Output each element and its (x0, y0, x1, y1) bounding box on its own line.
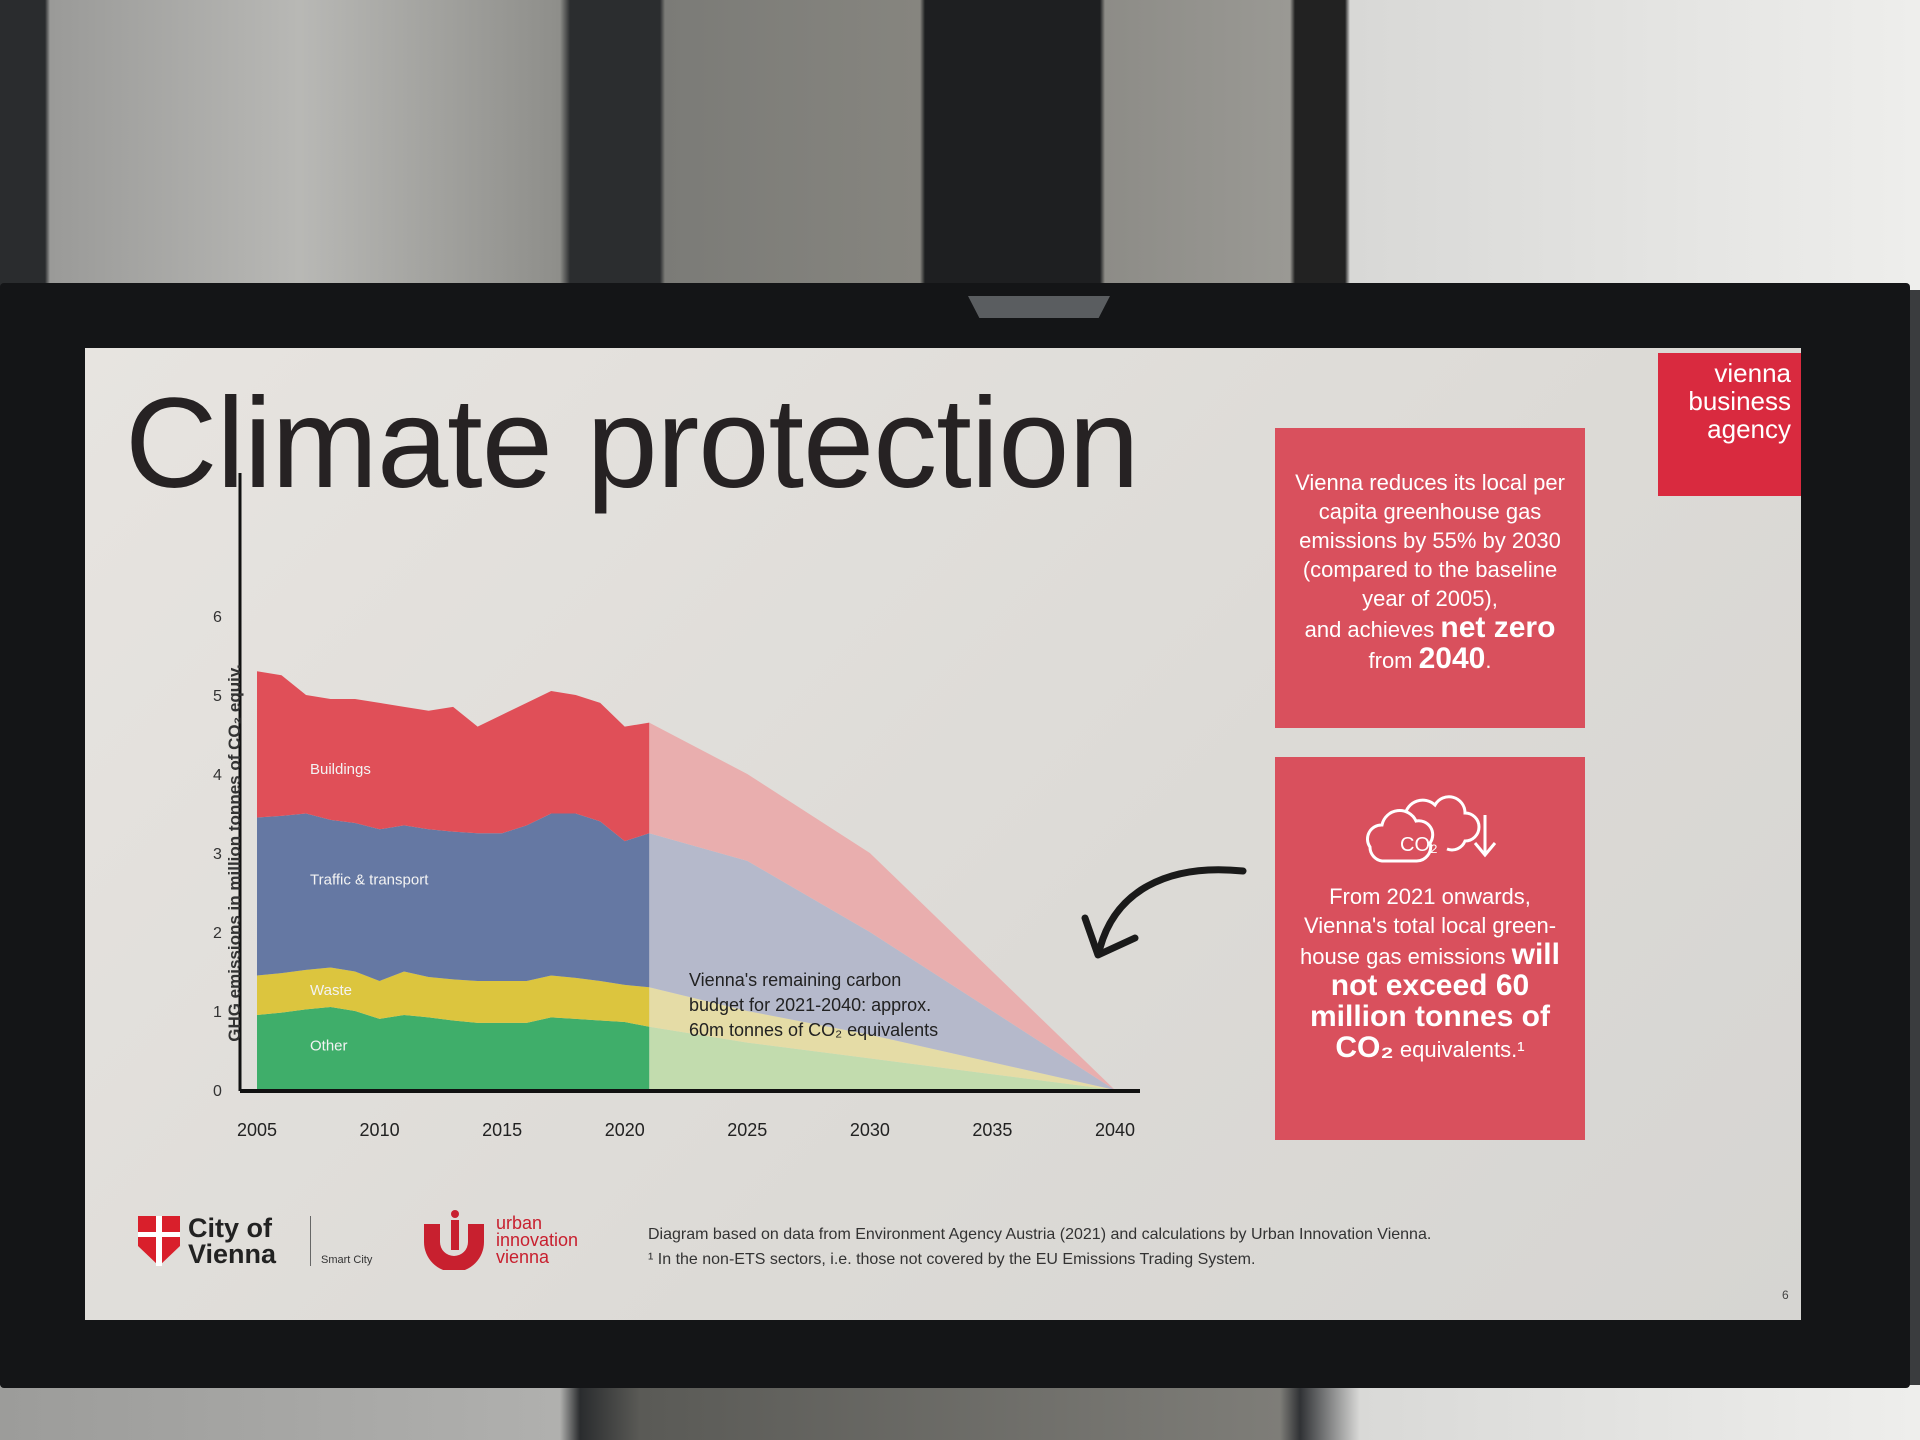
uiv-logo-text: urban innovation vienna (496, 1212, 579, 1267)
historical-area-waste (257, 967, 650, 1027)
logo-line: agency (1707, 414, 1791, 444)
target-box: Vienna reduces its local per capita gree… (1275, 428, 1585, 728)
x-tick-label: 2005 (237, 1120, 277, 1140)
annotation: Vienna's remaining carbon budget for 2021… (689, 970, 938, 1040)
projection-area-waste (649, 987, 1115, 1090)
box-bold: will not exceed 60 million tonnes of CO₂ (1310, 938, 1560, 1064)
y-tick-label: 5 (213, 688, 222, 705)
series-label: Buildings (310, 761, 371, 778)
box-text: and achieves (1304, 617, 1435, 642)
vienna-shield-icon (138, 1216, 180, 1266)
series-label: Other (310, 1038, 348, 1055)
urban-innovation-vienna-logo: urban innovation vienna (420, 1210, 578, 1270)
slide-title: Climate protection (125, 372, 1140, 515)
uiv-logo-icon (424, 1210, 484, 1270)
x-tick-label: 2010 (360, 1120, 400, 1140)
series-label: Traffic & transport (310, 872, 429, 889)
box-text: equivalents.¹ (1399, 1037, 1525, 1062)
slide: Climate protection vienna business agenc… (85, 348, 1801, 1320)
arrow-icon (1096, 866, 1247, 952)
uiv-line: urban (496, 1212, 543, 1233)
logo-line: business (1688, 386, 1791, 416)
projection-area-traffic-transport (649, 833, 1115, 1090)
x-tick-label: 2035 (972, 1120, 1012, 1140)
historical-area-buildings (257, 671, 650, 842)
camera-icon (968, 296, 1110, 318)
y-tick-label: 1 (213, 1004, 222, 1021)
x-tick-label: 2040 (1095, 1120, 1135, 1140)
budget-box: CO₂ From 2021 onwards, Vienna's total lo… (1275, 757, 1585, 1140)
uiv-line: vienna (496, 1246, 550, 1267)
historical-area-other (257, 1007, 650, 1090)
x-tick-label: 2020 (605, 1120, 645, 1140)
x-tick-label: 2030 (850, 1120, 890, 1140)
box-text: from (1368, 648, 1413, 673)
y-tick-label: 0 (213, 1083, 222, 1100)
arrow-head-icon (1081, 914, 1139, 959)
uiv-line: innovation (496, 1229, 579, 1250)
footnote: ¹ In the non-ETS sectors, i.e. those not… (648, 1251, 1256, 1268)
y-tick-label: 4 (213, 767, 222, 784)
x-tick-label: 2015 (482, 1120, 522, 1140)
logo-line: vienna (1714, 358, 1791, 388)
co2-cloud-down-arrow-icon: CO₂ (1366, 795, 1497, 863)
city-of-vienna-logo: City of Vienna Smart City (138, 1213, 372, 1269)
background-wall (0, 0, 1920, 290)
projection-area-buildings (649, 722, 1115, 1090)
smart-city-text: Smart City (310, 1216, 372, 1266)
page-number: 6 (1782, 1288, 1789, 1302)
source-note: Diagram based on data from Environment A… (648, 1226, 1432, 1243)
series-label: Waste (310, 982, 352, 999)
y-tick-label: 2 (213, 925, 222, 942)
vienna-business-agency-logo: vienna business agency (1658, 353, 1801, 496)
city-logo-text: City of Vienna (188, 1213, 277, 1269)
y-tick-label: 3 (213, 846, 222, 863)
projection-area-other (649, 1026, 1115, 1090)
box-text: Vienna reduces its local per capita gree… (1295, 470, 1565, 611)
box-bold: net zero (1440, 611, 1556, 644)
box-bold: 2040 (1418, 642, 1486, 675)
background-lower (0, 1385, 1920, 1440)
y-tick-label: 6 (213, 609, 222, 626)
box-text: . (1485, 648, 1492, 673)
co2-icon-text: CO₂ (1400, 834, 1438, 856)
y-axis-label: GHG emissions in million tonnes of CO₂ e… (225, 664, 244, 1042)
x-tick-label: 2025 (727, 1120, 767, 1140)
box-text: From 2021 onwards, Vienna's total local … (1300, 884, 1557, 969)
historical-area-traffic-transport (257, 813, 650, 988)
